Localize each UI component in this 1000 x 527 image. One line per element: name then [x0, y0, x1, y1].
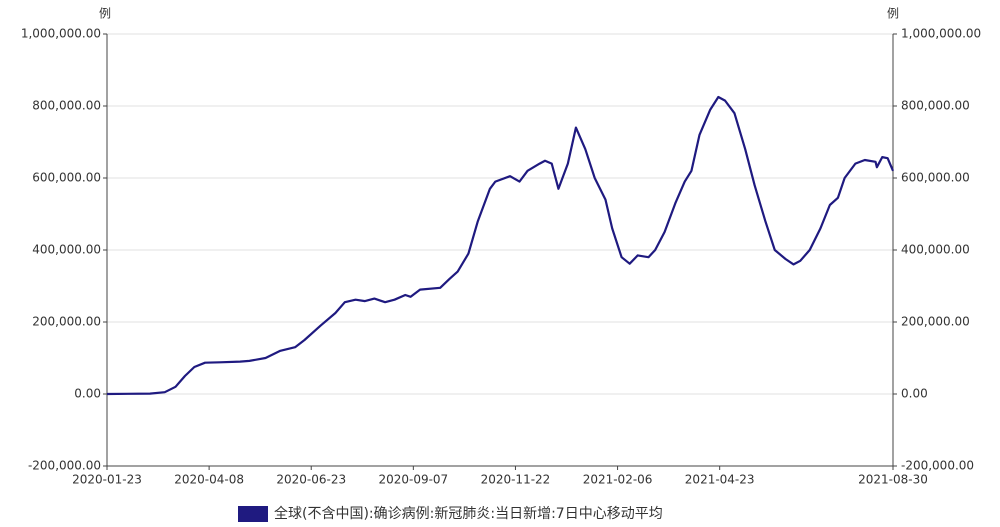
x-tick-label: 2020-09-07	[378, 473, 448, 487]
y-tick-label: 600,000.00	[32, 171, 101, 185]
y2-axis-unit: 例	[887, 7, 899, 21]
y2-tick-label: 400,000.00	[901, 243, 970, 257]
legend-swatch	[238, 506, 268, 522]
x-tick-label: 2020-01-23	[72, 473, 142, 487]
y2-tick-label: 200,000.00	[901, 315, 970, 329]
y-tick-label: 200,000.00	[32, 315, 101, 329]
x-tick-label: 2020-06-23	[276, 473, 346, 487]
x-tick-label: 2020-04-08	[174, 473, 244, 487]
x-tick-label: 2021-04-23	[685, 473, 755, 487]
line-series	[106, 95, 895, 396]
legend-label: 全球(不含中国):确诊病例:新冠肺炎:当日新增:7日中心移动平均	[274, 505, 663, 522]
y-tick-label: 0.00	[74, 387, 101, 401]
y-axis-unit: 例	[99, 7, 111, 21]
y-tick-label: 1,000,000.00	[21, 27, 101, 41]
y-tick-label: 800,000.00	[32, 99, 101, 113]
x-tick-label: 2021-02-06	[583, 473, 653, 487]
y2-tick-label: -200,000.00	[901, 459, 974, 473]
y2-tick-label: 800,000.00	[901, 99, 970, 113]
y2-tick-label: 600,000.00	[901, 171, 970, 185]
y-tick-label: 400,000.00	[32, 243, 101, 257]
y2-tick-label: 0.00	[901, 387, 928, 401]
y2-tick-label: 1,000,000.00	[901, 27, 981, 41]
x-tick-label: 2021-08-30	[858, 473, 928, 487]
y-tick-label: -200,000.00	[28, 459, 101, 473]
x-tick-label: 2020-11-22	[481, 473, 551, 487]
